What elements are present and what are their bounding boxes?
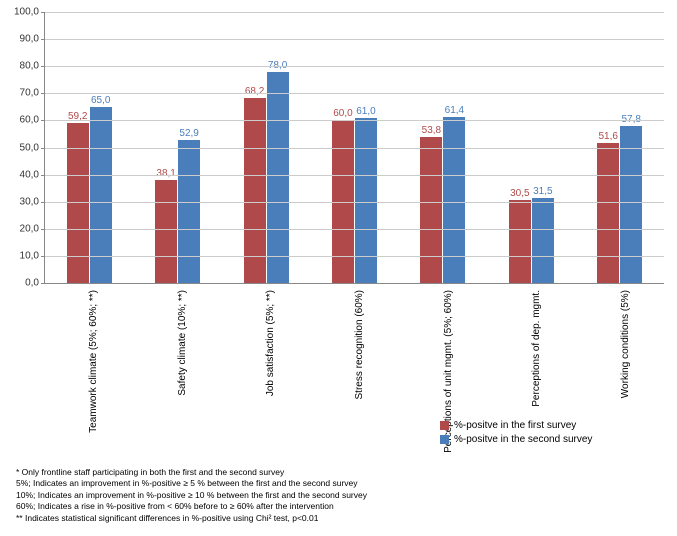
- bar-value-label: 78,0: [268, 60, 287, 71]
- gridline: [45, 120, 664, 121]
- bar-value-label: 68,2: [245, 86, 264, 97]
- x-label-slot: Teamwork climate (5%; 60%; **): [44, 290, 133, 420]
- legend-item: %-positve in the first survey: [440, 420, 592, 431]
- bar: 61,0: [355, 118, 377, 283]
- x-label-slot: Perceptions of dep. mgmt.: [487, 290, 576, 420]
- x-label-slot: Working conditions (5%): [575, 290, 664, 420]
- x-tick-label: Working conditions (5%): [620, 290, 631, 398]
- footnote-line: 10%; Indicates an improvement in %-posit…: [16, 490, 367, 501]
- legend-label: %-positve in the second survey: [454, 434, 592, 445]
- bar-value-label: 60,0: [333, 108, 352, 119]
- bar: 78,0: [267, 72, 289, 283]
- gridline: [45, 148, 664, 149]
- bar-value-label: 65,0: [91, 95, 110, 106]
- bar-value-label: 61,4: [445, 105, 464, 116]
- x-tick-label: Safety climate (10%; **): [177, 290, 188, 396]
- chart-area: 59,265,038,152,968,278,060,061,053,861,4…: [44, 12, 664, 284]
- bar-value-label: 61,0: [356, 106, 375, 117]
- legend-item: %-positve in the second survey: [440, 434, 592, 445]
- y-tick-label: 70,0: [20, 88, 45, 99]
- x-label-slot: Stress recognition (60%): [310, 290, 399, 420]
- bar-value-label: 31,5: [533, 186, 552, 197]
- legend-label: %-positve in the first survey: [454, 420, 576, 431]
- bar-value-label: 38,1: [156, 168, 175, 179]
- x-label-slot: Perceptions of unit mgmt. (5%; 60%): [398, 290, 487, 420]
- x-label-slot: Safety climate (10%; **): [133, 290, 222, 420]
- y-tick-label: 10,0: [20, 250, 45, 261]
- footnotes: * Only frontline staff participating in …: [16, 467, 367, 524]
- gridline: [45, 175, 664, 176]
- y-tick-label: 80,0: [20, 61, 45, 72]
- bar: 51,6: [597, 143, 619, 283]
- bar: 38,1: [155, 180, 177, 283]
- gridline: [45, 256, 664, 257]
- legend: %-positve in the first survey %-positve i…: [440, 420, 592, 448]
- gridline: [45, 12, 664, 13]
- x-label-slot: Job satisfaction (5%; **): [221, 290, 310, 420]
- gridline: [45, 229, 664, 230]
- y-tick-label: 30,0: [20, 196, 45, 207]
- bar: 52,9: [178, 140, 200, 283]
- gridline: [45, 39, 664, 40]
- footnote-line: ** Indicates statistical significant dif…: [16, 513, 367, 524]
- bar-value-label: 51,6: [599, 131, 618, 142]
- x-tick-label: Perceptions of dep. mgmt.: [531, 290, 542, 407]
- footnote-line: 5%; Indicates an improvement in %-positi…: [16, 478, 367, 489]
- bar-value-label: 30,5: [510, 188, 529, 199]
- bar: 31,5: [532, 198, 554, 283]
- y-tick-label: 20,0: [20, 223, 45, 234]
- gridline: [45, 93, 664, 94]
- legend-swatch: [440, 435, 449, 444]
- bar: 57,8: [620, 126, 642, 283]
- x-tick-label: Stress recognition (60%): [354, 290, 365, 400]
- bar: 53,8: [420, 137, 442, 283]
- x-axis-labels: Teamwork climate (5%; 60%; **) Safety cli…: [44, 290, 664, 420]
- x-tick-label: Teamwork climate (5%; 60%; **): [88, 290, 99, 433]
- y-tick-label: 60,0: [20, 115, 45, 126]
- bar-value-label: 53,8: [422, 125, 441, 136]
- gridline: [45, 202, 664, 203]
- y-tick-label: 50,0: [20, 142, 45, 153]
- x-tick-label: Job satisfaction (5%; **): [265, 290, 276, 396]
- y-tick-label: 40,0: [20, 169, 45, 180]
- y-tick-label: 0,0: [25, 278, 45, 289]
- bar: 30,5: [509, 200, 531, 283]
- footnote-line: 60%; Indicates a rise in %-positive from…: [16, 501, 367, 512]
- y-tick-label: 100,0: [14, 7, 45, 18]
- bar-value-label: 52,9: [179, 128, 198, 139]
- footnote-line: * Only frontline staff participating in …: [16, 467, 367, 478]
- legend-swatch: [440, 421, 449, 430]
- bar: 61,4: [443, 117, 465, 283]
- y-tick-label: 90,0: [20, 34, 45, 45]
- plot-region: 59,265,038,152,968,278,060,061,053,861,4…: [44, 12, 664, 284]
- gridline: [45, 66, 664, 67]
